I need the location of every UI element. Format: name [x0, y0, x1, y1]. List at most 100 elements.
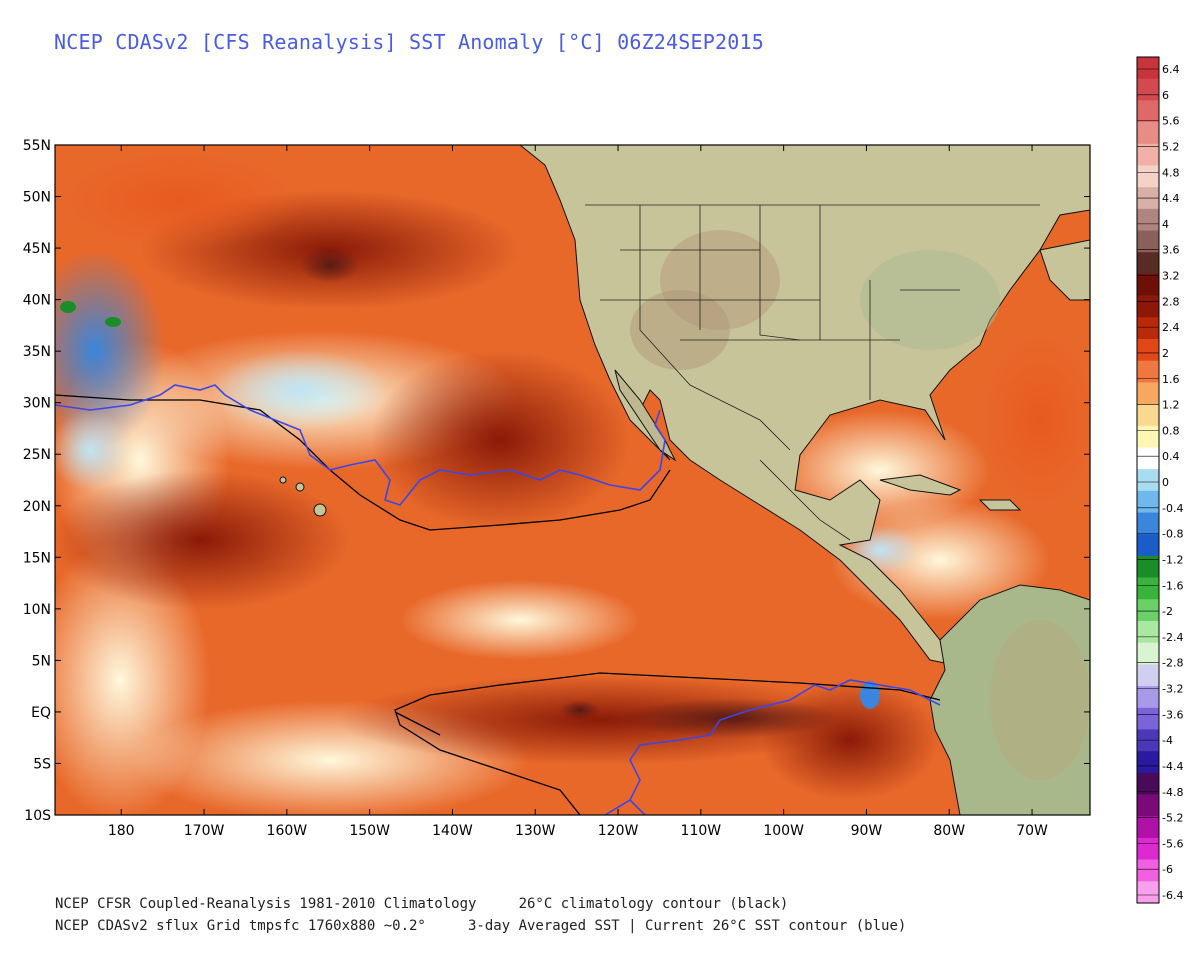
- colorbar-label: -2.4: [1162, 631, 1183, 644]
- lon-label: 70W: [1016, 823, 1048, 839]
- colorbar-swatch: [1137, 751, 1159, 774]
- colorbar-swatch: [1137, 686, 1159, 709]
- longitude-axis: 180 170W 160W 150W 140W 130W 120W 110W 100W 90W 80…: [108, 145, 1048, 839]
- sst-anomaly-field: [55, 145, 1090, 815]
- lat-label: 55N: [23, 138, 51, 154]
- lat-label: 30N: [23, 396, 51, 412]
- hawaii-islands: [279, 476, 327, 517]
- colorbar-label: 2: [1162, 347, 1169, 360]
- colorbar-label: 5.6: [1162, 115, 1180, 128]
- lat-label: 45N: [23, 241, 51, 257]
- lon-label: 130W: [515, 823, 556, 839]
- colorbar-swatch: [1137, 577, 1159, 600]
- colorbar-swatch: [1137, 230, 1159, 253]
- colorbar-swatch: [1137, 599, 1159, 622]
- colorbar-swatch: [1137, 490, 1159, 513]
- lon-label: 120W: [598, 823, 639, 839]
- colorbar-swatch: [1137, 165, 1159, 188]
- colorbar-label: 1.6: [1162, 373, 1180, 386]
- lat-label: 35N: [23, 344, 51, 360]
- colorbar-label: 0.8: [1162, 424, 1180, 437]
- lon-label: 180: [108, 823, 135, 839]
- lat-label: 5S: [33, 756, 51, 772]
- lon-label: 160W: [267, 823, 308, 839]
- colorbar-swatch: [1137, 859, 1159, 882]
- colorbar-label: -4.8: [1162, 786, 1183, 799]
- colorbar-swatch: [1137, 382, 1159, 405]
- colorbar-label: -5.2: [1162, 812, 1183, 825]
- colorbar-label: -4.4: [1162, 760, 1183, 773]
- climatology-26c-contour-equatorial: [394, 672, 941, 815]
- colorbar-swatch: [1137, 100, 1159, 123]
- colorbar-label: -6: [1162, 863, 1173, 876]
- colorbar-swatch: [1137, 317, 1159, 340]
- colorbar-swatch: [1137, 360, 1159, 383]
- footer-climatology-note: NCEP CFSR Coupled-Reanalysis 1981-2010 C…: [55, 896, 789, 912]
- colorbar-label: -5.6: [1162, 837, 1183, 850]
- colorbar-swatch: [1137, 404, 1159, 427]
- colorbar-swatch: [1137, 664, 1159, 687]
- lon-label: 100W: [763, 823, 804, 839]
- colorbar-swatch: [1137, 295, 1159, 318]
- map-title: NCEP CDASv2 [CFS Reanalysis] SST Anomaly…: [54, 30, 764, 54]
- colorbar-swatch: [1137, 555, 1159, 578]
- lon-label: 150W: [349, 823, 390, 839]
- lat-label: 50N: [23, 190, 51, 206]
- colorbar-label: -2: [1162, 605, 1173, 618]
- colorbar-swatch: [1137, 534, 1159, 557]
- colorbar-label: -3.6: [1162, 708, 1183, 721]
- colorbar-swatch: [1137, 642, 1159, 665]
- colorbar-label: 1.2: [1162, 399, 1180, 412]
- lat-label: 20N: [23, 499, 51, 515]
- colorbar-label: 2.4: [1162, 321, 1180, 334]
- lat-label: 40N: [23, 293, 51, 309]
- political-borders: [585, 204, 1040, 541]
- colorbar-swatch: [1137, 447, 1159, 470]
- colorbar-swatch: [1137, 252, 1159, 275]
- colorbar-label: 0.4: [1162, 450, 1180, 463]
- colorbar-label: -6.4: [1162, 889, 1183, 902]
- colorbar-label: -3.2: [1162, 683, 1183, 696]
- colorbar-label: 4.8: [1162, 166, 1180, 179]
- colorbar-label: -4: [1162, 734, 1173, 747]
- colorbar-swatch: [1137, 208, 1159, 231]
- colorbar-swatch: [1137, 273, 1159, 296]
- lat-label: 15N: [23, 550, 51, 566]
- colorbar-swatch: [1137, 57, 1159, 79]
- colorbar-label: 4.4: [1162, 192, 1180, 205]
- colorbar-label: 3.2: [1162, 270, 1180, 283]
- colorbar-label: 0: [1162, 476, 1169, 489]
- colorbar-frame: [1136, 56, 1160, 904]
- colorbar-swatch: [1137, 143, 1159, 166]
- colorbar-swatch: [1137, 707, 1159, 730]
- colorbar-swatch: [1137, 122, 1159, 145]
- colorbar-swatch: [1137, 425, 1159, 448]
- latitude-axis: 55N 50N 45N 40N 35N 30N 25N 20N 15N 10N 5N EQ 5S 10S: [23, 138, 1090, 824]
- lat-label: 10S: [24, 808, 51, 824]
- current-26c-contour-equatorial: [604, 679, 941, 815]
- colorbar-label: -0.8: [1162, 528, 1183, 541]
- colorbar-label: -2.8: [1162, 657, 1183, 670]
- lon-label: 170W: [184, 823, 225, 839]
- lon-label: 110W: [681, 823, 722, 839]
- colorbar-label: -1.2: [1162, 553, 1183, 566]
- lat-label: 25N: [23, 447, 51, 463]
- colorbar-swatch: [1137, 772, 1159, 795]
- current-26c-contour-north: [55, 384, 666, 506]
- lon-label: 80W: [933, 823, 965, 839]
- colorbar-label: 6.4: [1162, 63, 1180, 76]
- colorbar-swatch: [1137, 794, 1159, 817]
- footer-data-source-note: NCEP CDASv2 sflux Grid tmpsfc 1760x880 ~…: [55, 918, 907, 934]
- colorbar-swatch: [1137, 816, 1159, 839]
- colorbar-label: 3.6: [1162, 244, 1180, 257]
- colorbar-swatch: [1137, 339, 1159, 361]
- colorbar-legend: 6.4 6 5.6 5.2 4.8 4.4 4 3.6 3.2 2.8 2.4 2 1.6 1.2 0.8 0…: [1136, 56, 1183, 904]
- lat-label: 10N: [23, 602, 51, 618]
- colorbar-swatch: [1137, 621, 1159, 643]
- colorbar-swatch: [1137, 512, 1159, 535]
- colorbar-label: 5.2: [1162, 140, 1180, 153]
- colorbar-swatch: [1137, 78, 1159, 101]
- colorbar-swatch: [1137, 729, 1159, 752]
- climatology-26c-contour-north: [55, 394, 671, 531]
